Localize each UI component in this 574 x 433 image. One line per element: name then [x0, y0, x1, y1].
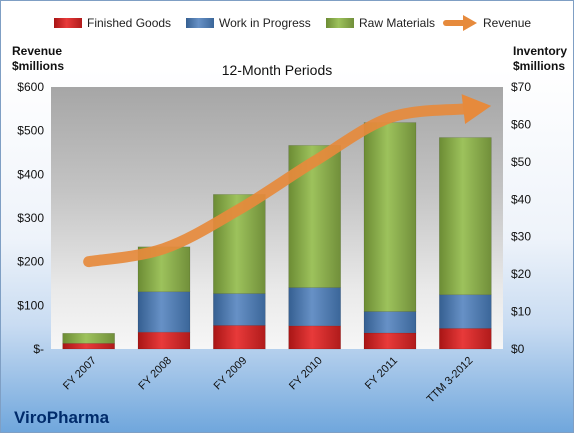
legend-label-finished-goods: Finished Goods: [87, 16, 171, 30]
bar-raw-materials: [62, 332, 115, 344]
company-name: ViroPharma: [14, 408, 110, 427]
plot-area: [51, 87, 503, 349]
bar-work-in-progress: [363, 311, 417, 334]
legend-swatch-work-in-progress: [186, 18, 214, 28]
bar-finished-goods: [213, 325, 266, 350]
legend-label-work-in-progress: Work in Progress: [219, 16, 311, 30]
bars: [62, 122, 492, 350]
bar-raw-materials: [363, 122, 417, 312]
bar-finished-goods: [62, 343, 115, 350]
left-tick-label: $500: [17, 124, 44, 138]
left-tick-label: $300: [17, 211, 44, 225]
right-tick-label: $20: [511, 267, 531, 281]
left-tick-label: $600: [17, 80, 44, 94]
left-tick-label: $-: [33, 342, 44, 356]
left-tick-label: $400: [17, 167, 44, 181]
legend: Finished Goods Work in Progress Raw Mate…: [54, 15, 531, 31]
right-axis-title-line2: $millions: [513, 59, 565, 73]
bar-work-in-progress: [288, 287, 341, 327]
legend-label-revenue: Revenue: [483, 16, 531, 30]
right-tick-label: $40: [511, 192, 531, 206]
right-tick-label: $30: [511, 230, 531, 244]
right-axis-title-line1: Inventory: [513, 44, 567, 58]
right-tick-label: $60: [511, 117, 531, 131]
left-tick-label: $200: [17, 255, 44, 269]
bar-finished-goods: [137, 331, 191, 350]
bar-finished-goods: [288, 325, 341, 350]
bar-work-in-progress: [213, 293, 266, 326]
bar-finished-goods: [363, 332, 417, 350]
right-tick-label: $0: [511, 342, 525, 356]
left-tick-label: $100: [17, 298, 44, 312]
revenue-line: [83, 103, 471, 268]
left-axis-title-line1: Revenue: [12, 44, 62, 58]
legend-swatch-revenue: [443, 15, 477, 31]
right-tick-label: $50: [511, 155, 531, 169]
bar-work-in-progress: [439, 294, 492, 329]
legend-swatch-raw-materials: [326, 18, 354, 28]
bar-finished-goods: [439, 328, 492, 350]
legend-swatch-finished-goods: [54, 18, 82, 28]
bar-raw-materials: [439, 137, 492, 296]
revenue-arrowhead: [461, 94, 492, 124]
right-tick-label: $10: [511, 305, 531, 319]
chart-title: 12-Month Periods: [222, 62, 333, 78]
legend-label-raw-materials: Raw Materials: [359, 16, 435, 30]
right-tick-label: $70: [511, 80, 531, 94]
left-axis-title-line2: $millions: [12, 59, 64, 73]
revenue-line-layer: [83, 94, 492, 268]
bar-work-in-progress: [137, 291, 191, 333]
right-axis-ticks: $70 $60 $50 $40 $30 $20 $10 $0: [511, 80, 531, 356]
left-axis-ticks: $600 $500 $400 $300 $200 $100 $-: [17, 80, 44, 356]
